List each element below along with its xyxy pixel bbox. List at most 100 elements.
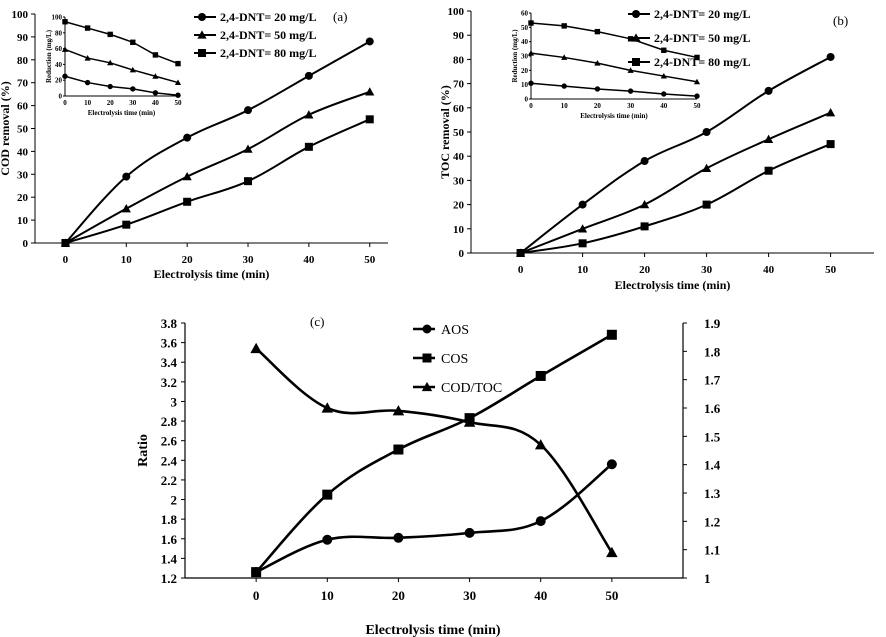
y2-tick-label: 1.7 <box>704 373 721 388</box>
inset-x-tick-label: 20 <box>594 102 602 110</box>
inset-data-point <box>528 80 534 86</box>
inset-y-tick-label: 40 <box>521 38 529 46</box>
inset-data-point <box>130 86 136 92</box>
inset-data-point <box>594 28 601 35</box>
x-tick-label: 50 <box>605 588 618 603</box>
y-tick-label: 2.6 <box>161 434 178 449</box>
y-tick-label: 1.4 <box>161 551 178 566</box>
series-line <box>255 463 613 574</box>
inset-y-axis-label: Reduction (mg/L) <box>45 29 53 83</box>
series-line <box>520 143 831 254</box>
y2-tick-label: 1.5 <box>704 429 721 444</box>
inset-x-tick-label: 50 <box>175 99 183 107</box>
inset-data-point <box>62 73 68 79</box>
y-tick-label: 3.8 <box>161 316 178 331</box>
inset-y-tick-label: 10 <box>521 81 529 89</box>
y-tick-label: 3.6 <box>161 336 178 351</box>
data-point <box>244 177 253 186</box>
inset-data-point <box>694 93 700 99</box>
inset-y-tick-label: 60 <box>55 45 63 53</box>
data-point <box>304 110 314 119</box>
data-point <box>250 342 262 354</box>
inset-x-tick-label: 0 <box>529 102 533 110</box>
x-axis-label: Electrolysis time (min) <box>365 623 500 637</box>
y2-tick-label: 1.9 <box>704 316 721 331</box>
data-point <box>640 157 649 166</box>
legend-entry: 2,4-DNT= 20 mg/L <box>220 10 317 24</box>
inset-y-tick-label: 20 <box>521 67 529 75</box>
x-axis-label: Electrolysis time (min) <box>154 267 270 281</box>
y-tick-label: 100 <box>12 9 29 21</box>
inset-data-point <box>528 20 534 26</box>
data-point <box>606 329 617 340</box>
y2-tick-label: 1.6 <box>704 401 721 416</box>
inset-data-point <box>175 60 181 67</box>
data-point <box>121 204 131 213</box>
y2-tick-label: 1.1 <box>704 543 720 558</box>
data-point <box>365 37 374 46</box>
y-tick-label: 10 <box>17 215 29 227</box>
y-tick-label: 100 <box>448 6 465 18</box>
x-tick-label: 40 <box>303 254 315 266</box>
inset-data-point <box>661 47 667 53</box>
inset-data-point <box>627 67 634 73</box>
y-tick-label: 2.2 <box>161 473 177 488</box>
data-point <box>764 134 774 143</box>
y-tick-label: 2.4 <box>161 453 178 468</box>
inset-data-point <box>694 54 700 61</box>
y-tick-label: 2.8 <box>161 414 178 429</box>
inset-x-tick-label: 10 <box>84 99 92 107</box>
x-tick-label: 40 <box>534 588 547 603</box>
data-point <box>251 567 262 578</box>
y-tick-label: 80 <box>17 55 29 67</box>
y-tick-label: 1.8 <box>161 512 178 527</box>
inset-y-tick-label: 100 <box>52 14 63 22</box>
inset-x-tick-label: 10 <box>561 102 569 110</box>
inset-data-point <box>129 66 136 73</box>
data-point <box>122 220 131 229</box>
inset-data-point <box>152 90 159 96</box>
data-point <box>535 516 546 527</box>
data-point <box>702 163 712 172</box>
y-tick-label: 50 <box>17 124 29 136</box>
data-point <box>826 52 835 61</box>
inset-data-point <box>594 60 601 66</box>
y-tick-label: 3.2 <box>161 375 177 390</box>
inset-x-tick-label: 40 <box>660 102 668 110</box>
y2-tick-label: 1 <box>704 571 711 586</box>
data-point <box>322 489 333 500</box>
inset-data-point <box>561 83 567 89</box>
x-tick-label: 30 <box>243 254 255 266</box>
y-tick-label: 90 <box>17 32 29 44</box>
data-point <box>606 459 617 470</box>
inset-y-tick-label: 40 <box>55 61 63 69</box>
y-tick-label: 70 <box>17 78 29 90</box>
y2-tick-label: 1.3 <box>704 486 721 501</box>
data-point <box>578 200 587 209</box>
y-tick-label: 60 <box>453 103 465 115</box>
data-point <box>640 200 650 209</box>
data-point <box>534 439 547 450</box>
y-tick-label: 60 <box>17 101 29 113</box>
data-point <box>61 239 70 247</box>
inset-data-point <box>174 79 182 86</box>
data-point <box>392 405 405 416</box>
y-tick-label: 20 <box>17 192 29 204</box>
legend-marker <box>632 58 640 66</box>
x-tick-label: 0 <box>518 264 524 276</box>
series-line <box>255 333 613 573</box>
legend-entry: AOS <box>441 323 469 338</box>
inset-data-point <box>107 31 113 38</box>
x-tick-label: 10 <box>321 588 334 603</box>
data-point <box>826 108 836 117</box>
x-axis-label: Electrolysis time (min) <box>615 278 731 292</box>
inset-data-point <box>152 52 159 58</box>
data-point <box>516 249 525 257</box>
data-point <box>365 87 375 96</box>
panel-label: (a) <box>333 9 347 24</box>
data-point <box>183 197 192 206</box>
inset-y-tick-label: 0 <box>525 96 529 104</box>
